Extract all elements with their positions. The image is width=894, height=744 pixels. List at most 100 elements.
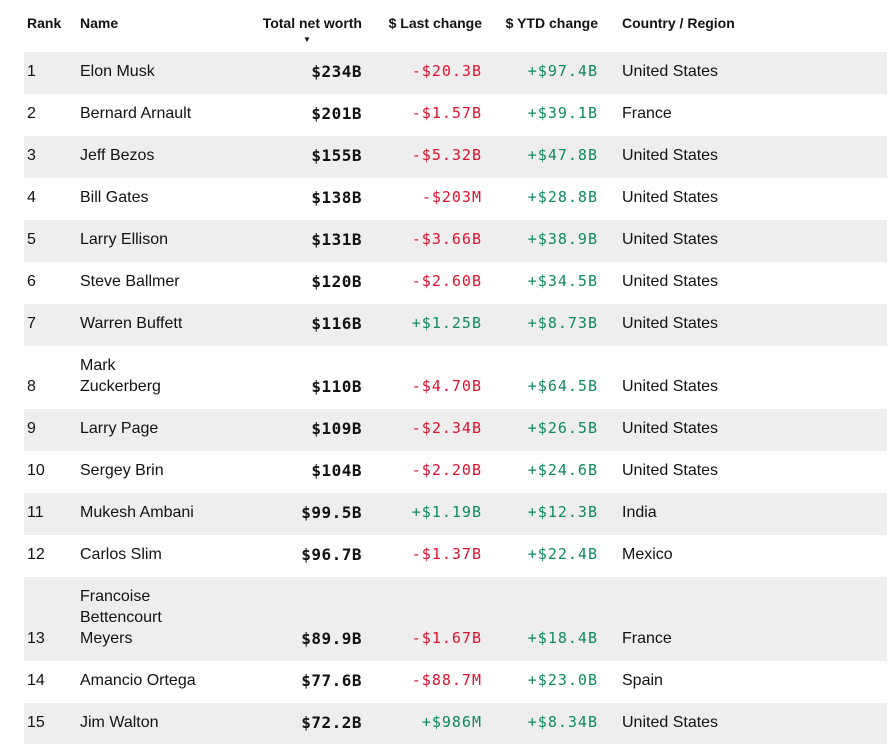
last-change-cell: -$88.7M <box>411 671 482 689</box>
name-cell: Jim Walton <box>80 703 252 744</box>
column-header-name[interactable]: Name <box>80 0 252 52</box>
ytd-change-cell: +$26.5B <box>482 409 598 451</box>
country-cell: Mexico <box>622 546 673 563</box>
column-header-label: Total net worth <box>262 15 362 31</box>
rank-cell: 1 <box>24 52 80 94</box>
rank-cell: 6 <box>27 273 36 290</box>
last-change-cell: -$3.66B <box>362 220 482 262</box>
table-row: 1 Elon Musk $234B -$20.3B +$97.4B United… <box>24 52 887 94</box>
net-worth-cell: $104B <box>311 461 362 480</box>
rank-cell: 15 <box>24 703 80 744</box>
table-row: 8 Mark Zuckerberg $110B -$4.70B +$64.5B … <box>24 346 887 409</box>
last-change-cell: -$4.70B <box>411 377 482 395</box>
rank-cell: 11 <box>24 493 80 535</box>
last-change-cell: -$1.57B <box>411 104 482 122</box>
ytd-change-cell: +$12.3B <box>482 493 598 535</box>
rank-cell: 13 <box>24 577 80 661</box>
name-cell: Mark Zuckerberg <box>80 357 161 395</box>
last-change-cell: +$1.25B <box>362 304 482 346</box>
last-change-cell: -$2.60B <box>411 272 482 290</box>
name-cell: Francoise Bettencourt Meyers <box>80 577 252 661</box>
table-row: 3 Jeff Bezos $155B -$5.32B +$47.8B Unite… <box>24 136 887 178</box>
net-worth-cell: $99.5B <box>252 493 362 535</box>
column-header-total-net-worth[interactable]: Total net worth ▼ <box>252 0 362 52</box>
country-cell: France <box>622 105 672 122</box>
header-row: Rank Name Total net worth ▼ $ Last chang… <box>24 0 887 52</box>
rank-cell: 5 <box>24 220 80 262</box>
country-cell: France <box>598 577 887 661</box>
net-worth-cell: $109B <box>252 409 362 451</box>
last-change-cell: -$20.3B <box>362 52 482 94</box>
rank-cell: 3 <box>24 136 80 178</box>
country-cell: United States <box>622 189 719 206</box>
net-worth-cell: $120B <box>311 272 362 291</box>
rank-cell: 9 <box>24 409 80 451</box>
name-cell: Mukesh Ambani <box>80 493 252 535</box>
rank-cell: 4 <box>27 189 36 206</box>
name-cell: Jeff Bezos <box>80 136 252 178</box>
rank-cell: 2 <box>27 105 36 122</box>
ytd-change-cell: +$47.8B <box>482 136 598 178</box>
name-cell: Carlos Slim <box>80 546 162 563</box>
ytd-change-cell: +$97.4B <box>482 52 598 94</box>
country-cell: United States <box>598 409 887 451</box>
table-row: 13 Francoise Bettencourt Meyers $89.9B -… <box>24 577 887 661</box>
ytd-change-cell: +$8.34B <box>482 703 598 744</box>
column-header-ytd-change[interactable]: $ YTD change <box>482 0 598 52</box>
net-worth-cell: $201B <box>311 104 362 123</box>
net-worth-cell: $234B <box>252 52 362 94</box>
net-worth-cell: $89.9B <box>252 577 362 661</box>
column-header-rank[interactable]: Rank <box>24 0 80 52</box>
rank-cell: 14 <box>27 672 45 689</box>
table-row: 4 Bill Gates $138B -$203M +$28.8B United… <box>24 178 887 220</box>
name-cell: Larry Page <box>80 409 252 451</box>
table-row: 9 Larry Page $109B -$2.34B +$26.5B Unite… <box>24 409 887 451</box>
country-cell: United States <box>598 703 887 744</box>
last-change-cell: -$203M <box>421 188 482 206</box>
name-cell: Larry Ellison <box>80 220 252 262</box>
column-header-label: $ Last change <box>388 15 482 31</box>
net-worth-cell: $138B <box>311 188 362 207</box>
table-row: 5 Larry Ellison $131B -$3.66B +$38.9B Un… <box>24 220 887 262</box>
ytd-change-cell: +$64.5B <box>527 377 598 395</box>
country-cell: United States <box>622 273 719 290</box>
country-cell: United States <box>598 220 887 262</box>
ytd-change-cell: +$22.4B <box>527 545 598 563</box>
column-header-country-region[interactable]: Country / Region <box>598 0 887 52</box>
last-change-cell: -$1.67B <box>362 577 482 661</box>
country-cell: United States <box>598 136 887 178</box>
column-header-label: Name <box>80 15 119 31</box>
rank-cell: 7 <box>24 304 80 346</box>
net-worth-cell: $155B <box>252 136 362 178</box>
net-worth-cell: $77.6B <box>301 671 362 690</box>
ytd-change-cell: +$28.8B <box>527 188 598 206</box>
last-change-cell: +$1.19B <box>362 493 482 535</box>
net-worth-cell: $110B <box>311 377 362 396</box>
country-cell: Spain <box>622 672 663 689</box>
ytd-change-cell: +$24.6B <box>527 461 598 479</box>
column-header-label: Rank <box>27 15 62 31</box>
ytd-change-cell: +$39.1B <box>527 104 598 122</box>
ytd-change-cell: +$8.73B <box>482 304 598 346</box>
country-cell: United States <box>598 304 887 346</box>
ytd-change-cell: +$34.5B <box>527 272 598 290</box>
last-change-cell: -$1.37B <box>411 545 482 563</box>
name-cell: Amancio Ortega <box>80 672 196 689</box>
table-row: 15 Jim Walton $72.2B +$986M +$8.34B Unit… <box>24 703 887 744</box>
column-header-last-change[interactable]: $ Last change <box>362 0 482 52</box>
net-worth-cell: $131B <box>252 220 362 262</box>
table-body: 1 Elon Musk $234B -$20.3B +$97.4B United… <box>24 52 887 744</box>
country-cell: India <box>598 493 887 535</box>
table-row: 7 Warren Buffett $116B +$1.25B +$8.73B U… <box>24 304 887 346</box>
name-cell: Warren Buffett <box>80 304 252 346</box>
table-row: 6 Steve Ballmer $120B -$2.60B +$34.5B Un… <box>24 262 887 304</box>
rank-cell: 12 <box>27 546 45 563</box>
name-cell: Steve Ballmer <box>80 273 180 290</box>
table-row: 10 Sergey Brin $104B -$2.20B +$24.6B Uni… <box>24 451 887 493</box>
name-cell: Sergey Brin <box>80 462 164 479</box>
sort-descending-icon[interactable]: ▼ <box>303 35 311 44</box>
last-change-cell: -$2.20B <box>411 461 482 479</box>
ytd-change-cell: +$23.0B <box>527 671 598 689</box>
name-cell: Elon Musk <box>80 52 252 94</box>
net-worth-cell: $96.7B <box>301 545 362 564</box>
